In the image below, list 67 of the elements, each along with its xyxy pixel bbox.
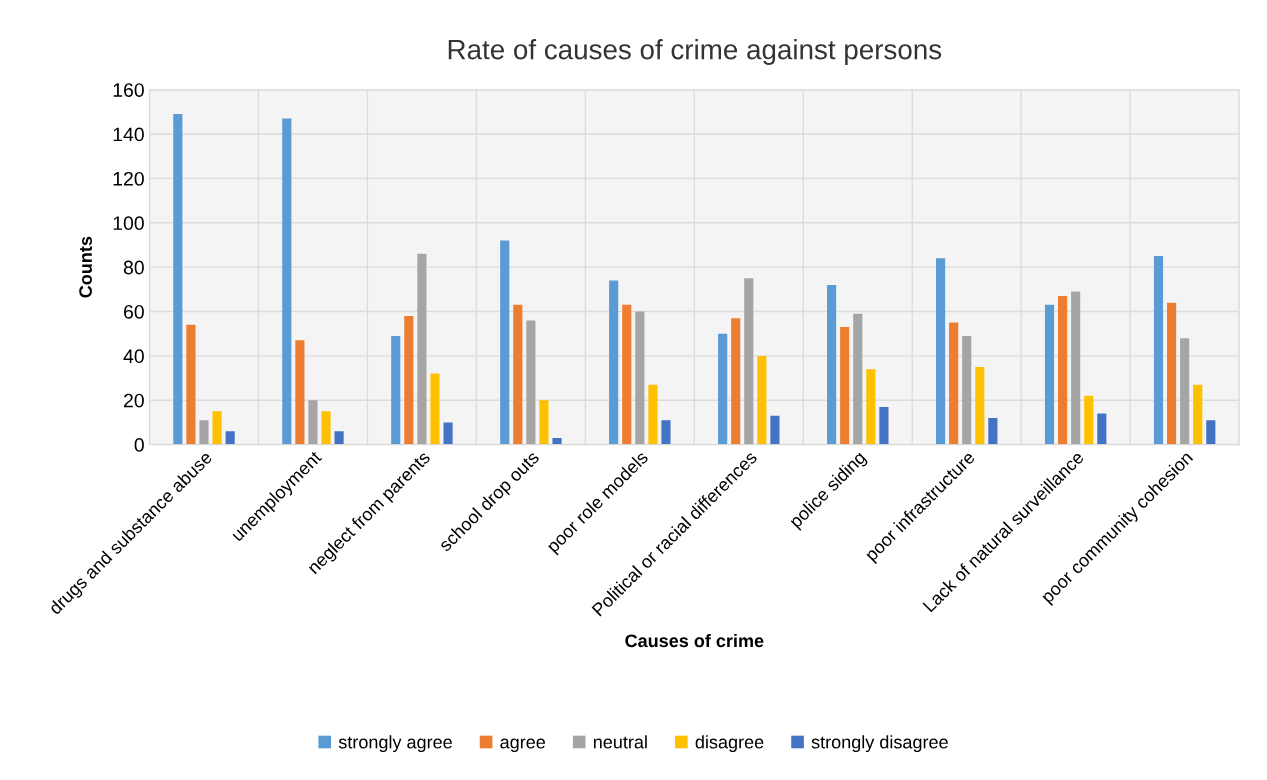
bar	[1044, 304, 1055, 445]
bar	[1058, 295, 1068, 445]
bar	[295, 340, 305, 445]
bar	[1193, 384, 1203, 445]
legend-label: strongly disagree	[811, 735, 948, 753]
bar	[443, 422, 453, 445]
bar	[321, 411, 331, 445]
bar	[622, 304, 632, 445]
legend-label: strongly agree	[338, 735, 452, 753]
bar	[827, 284, 837, 445]
y-axis-title: Counts	[79, 236, 92, 298]
bar	[661, 420, 671, 445]
y-tick-label: 40	[123, 349, 144, 364]
bar	[173, 114, 183, 445]
bar	[1097, 413, 1107, 445]
y-tick-label: 160	[113, 83, 144, 97]
y-tick-label: 140	[113, 127, 144, 142]
y-tick-label: 0	[134, 438, 144, 452]
legend-label: disagree	[695, 735, 764, 753]
bar	[1180, 338, 1190, 445]
bar	[1206, 420, 1216, 445]
bar	[430, 373, 440, 445]
bar	[770, 415, 780, 445]
bar	[718, 333, 728, 445]
bar	[334, 431, 344, 445]
legend-label: neutral	[593, 735, 647, 749]
bar	[513, 304, 523, 445]
bar	[975, 366, 985, 445]
bar	[391, 335, 401, 445]
bar	[1166, 302, 1177, 445]
bar	[552, 437, 562, 445]
bar	[757, 355, 767, 445]
bar	[853, 313, 863, 445]
bar	[186, 324, 196, 445]
chart-title: Rate of causes of crime against persons	[448, 39, 942, 65]
bar	[648, 384, 658, 445]
y-tick-label: 20	[124, 393, 144, 408]
bar	[635, 311, 645, 445]
bar	[404, 315, 414, 445]
bar	[526, 320, 536, 445]
bar	[1084, 395, 1094, 445]
bar	[731, 318, 741, 445]
bar	[1071, 291, 1081, 445]
bar	[212, 411, 222, 445]
bar	[1153, 256, 1164, 445]
bar	[879, 406, 889, 445]
bar	[962, 335, 972, 445]
y-tick-label: 120	[113, 171, 144, 186]
bar	[840, 327, 850, 445]
bar	[225, 431, 235, 445]
bar	[500, 240, 510, 445]
bar	[308, 400, 318, 445]
legend-label: agree	[500, 738, 546, 753]
y-tick-label: 60	[124, 304, 144, 319]
bar	[949, 322, 959, 445]
y-tick-label: 100	[113, 216, 144, 231]
bar	[988, 417, 998, 445]
bar	[609, 280, 619, 445]
y-tick-label: 80	[123, 260, 144, 275]
bar	[539, 400, 549, 445]
x-axis-title: Causes of crime	[625, 633, 764, 648]
bar	[282, 118, 292, 445]
bar	[866, 369, 876, 445]
bar	[935, 258, 946, 445]
bar	[199, 420, 209, 445]
bar	[744, 278, 754, 445]
bar	[417, 253, 427, 445]
